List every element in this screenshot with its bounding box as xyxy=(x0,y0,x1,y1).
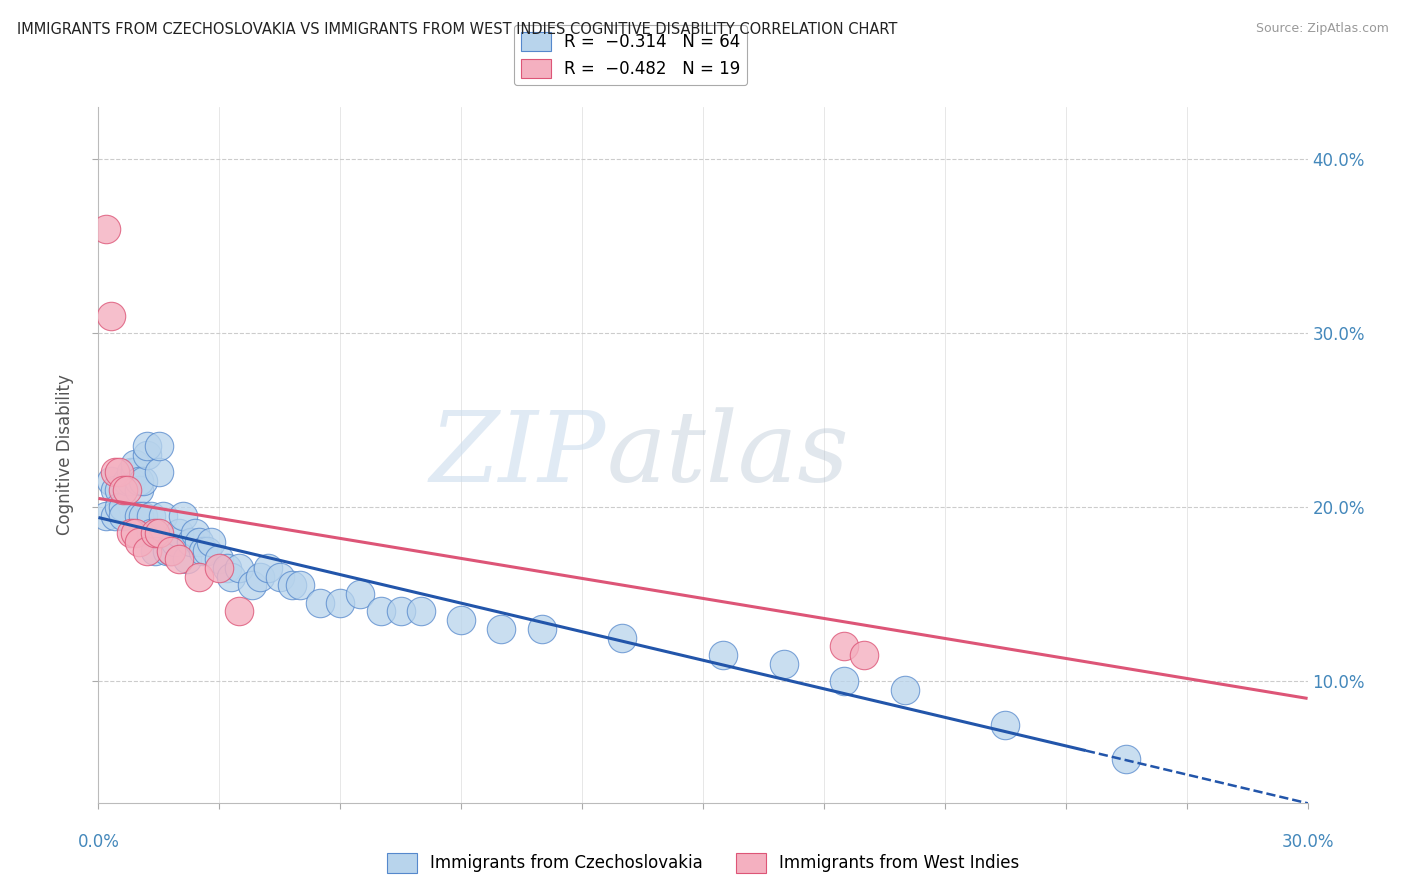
Point xyxy=(832,674,855,689)
Point xyxy=(195,543,218,558)
Point xyxy=(124,457,146,471)
Point xyxy=(256,561,278,575)
Point xyxy=(111,483,134,497)
Point xyxy=(107,500,129,514)
Text: Source: ZipAtlas.com: Source: ZipAtlas.com xyxy=(1256,22,1389,36)
Point xyxy=(160,543,183,558)
Point xyxy=(128,508,150,523)
Point xyxy=(832,639,855,653)
Point xyxy=(612,631,634,645)
Point xyxy=(349,587,371,601)
Point xyxy=(128,534,150,549)
Point xyxy=(180,534,202,549)
Point xyxy=(240,578,263,592)
Point xyxy=(1115,752,1137,766)
Text: 30.0%: 30.0% xyxy=(1281,833,1334,851)
Point xyxy=(176,552,198,566)
Point xyxy=(711,648,734,662)
Point xyxy=(100,309,122,323)
Point xyxy=(188,534,211,549)
Legend: R =  −0.314   N = 64, R =  −0.482   N = 19: R = −0.314 N = 64, R = −0.482 N = 19 xyxy=(515,25,747,85)
Point xyxy=(288,578,311,592)
Text: 0.0%: 0.0% xyxy=(77,833,120,851)
Point xyxy=(152,508,174,523)
Point xyxy=(143,526,166,541)
Point xyxy=(389,605,412,619)
Point xyxy=(120,474,142,488)
Text: IMMIGRANTS FROM CZECHOSLOVAKIA VS IMMIGRANTS FROM WEST INDIES COGNITIVE DISABILI: IMMIGRANTS FROM CZECHOSLOVAKIA VS IMMIGR… xyxy=(17,22,897,37)
Text: atlas: atlas xyxy=(606,408,849,502)
Point xyxy=(107,466,129,480)
Point xyxy=(103,466,125,480)
Point xyxy=(450,613,472,627)
Point xyxy=(893,682,915,697)
Point xyxy=(115,474,138,488)
Point xyxy=(143,543,166,558)
Point xyxy=(370,605,392,619)
Point xyxy=(135,439,157,453)
Point xyxy=(163,534,186,549)
Point xyxy=(281,578,304,592)
Text: ZIP: ZIP xyxy=(430,408,606,502)
Point xyxy=(111,500,134,514)
Point xyxy=(135,543,157,558)
Point xyxy=(128,474,150,488)
Point xyxy=(156,543,179,558)
Point xyxy=(120,466,142,480)
Point xyxy=(103,483,125,497)
Point xyxy=(96,508,118,523)
Point xyxy=(853,648,876,662)
Point xyxy=(160,543,183,558)
Point xyxy=(772,657,794,671)
Point xyxy=(132,508,155,523)
Point xyxy=(124,526,146,541)
Point xyxy=(135,448,157,462)
Point xyxy=(172,508,194,523)
Point xyxy=(228,561,250,575)
Point xyxy=(103,508,125,523)
Point xyxy=(208,552,231,566)
Point xyxy=(167,526,190,541)
Point xyxy=(329,596,352,610)
Point xyxy=(120,526,142,541)
Legend: Immigrants from Czechoslovakia, Immigrants from West Indies: Immigrants from Czechoslovakia, Immigran… xyxy=(380,847,1026,880)
Point xyxy=(409,605,432,619)
Point xyxy=(139,526,162,541)
Point xyxy=(139,508,162,523)
Point xyxy=(228,605,250,619)
Point xyxy=(530,622,553,636)
Point xyxy=(111,508,134,523)
Point xyxy=(221,570,243,584)
Point xyxy=(132,474,155,488)
Point xyxy=(208,561,231,575)
Point xyxy=(100,474,122,488)
Point xyxy=(148,526,170,541)
Point xyxy=(200,534,222,549)
Point xyxy=(167,552,190,566)
Point xyxy=(96,222,118,236)
Point xyxy=(269,570,291,584)
Point xyxy=(491,622,513,636)
Y-axis label: Cognitive Disability: Cognitive Disability xyxy=(56,375,75,535)
Point xyxy=(148,439,170,453)
Point xyxy=(249,570,271,584)
Point xyxy=(188,570,211,584)
Point xyxy=(124,466,146,480)
Point xyxy=(115,483,138,497)
Point xyxy=(148,466,170,480)
Point xyxy=(107,483,129,497)
Point xyxy=(184,526,207,541)
Point xyxy=(193,543,215,558)
Point xyxy=(309,596,332,610)
Point xyxy=(217,561,239,575)
Point xyxy=(128,483,150,497)
Point xyxy=(994,717,1017,731)
